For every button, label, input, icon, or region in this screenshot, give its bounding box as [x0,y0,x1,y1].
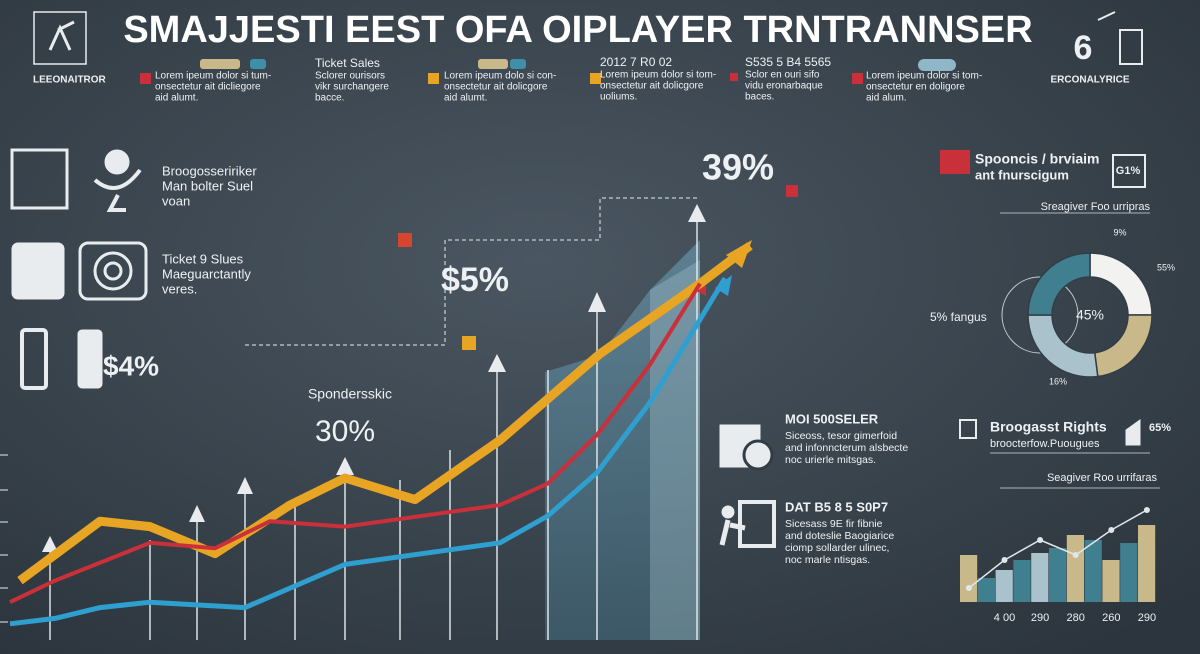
bar [1102,560,1120,602]
x-tick-label: 4 00 [994,612,1015,624]
text-line: Maeguarctantly [162,266,251,281]
bar [1138,525,1156,602]
text-line: and infonncterum alsbecte [785,442,908,454]
text-line: Man bolter Suel [162,178,253,193]
bar [1031,553,1049,602]
heading: Ticket Sales [315,56,380,70]
bar [1120,543,1138,602]
line-series [17,242,753,585]
overlay-point [1072,552,1079,558]
heading: Spooncis / brviaim [975,151,1099,167]
text-line: ant fnurscigum [975,167,1069,182]
text-line: broocterfow.Puougues [990,438,1100,450]
heading: 2012 7 R0 02 [600,55,672,69]
right-number: 6 [1074,29,1093,67]
badge: G1% [1116,165,1141,177]
text-line: Ticket 9 Slues [162,251,244,266]
text-line: and doteslie Baogiarice [785,530,894,542]
annotation: 39% [702,147,774,188]
text-line: vidu eronarbaque [745,81,823,92]
text-line: onsectetur ait dicliegore [155,82,261,93]
title: SMAJJESTI EEST OFA OIPLAYER TRNTRANNSER [123,9,1032,51]
text-line: aid alumt. [155,93,198,104]
text-line: aid alumt. [444,93,487,104]
x-tick-label: 260 [1102,612,1120,624]
pie-annotation: 9% [1113,227,1126,237]
pie-slice [1027,252,1091,316]
text-line: Siceoss, tesor gimerfoid [785,430,897,442]
caption: Seagiver Roo urrifaras [1047,472,1158,484]
text-line: baces. [745,92,774,103]
bar [977,578,995,602]
x-tick-label: 290 [1031,612,1049,624]
text-line: ciomp sollarder ulinec, [785,542,889,554]
text-line: noc urierle mitsgas. [785,454,876,466]
heading: DAT B5 8 5 S0P7 [785,499,888,514]
x-tick-label: 280 [1067,612,1085,624]
text-line: Lorem ipeum dolor si tom- [600,70,716,81]
line-series [9,282,702,605]
badge: 65% [1149,422,1171,434]
line-series [9,276,728,627]
text-line: vikr surchangere [315,82,389,93]
text-line: voan [162,193,190,208]
decor [10,11,1146,548]
text-line: Sclorer ourisors [315,71,385,82]
annotation: $5% [441,261,509,299]
text-line: Lorem ipeum dolor si tum- [155,71,271,82]
pie-annotation: 5% fangus [930,310,987,324]
bar [995,570,1013,602]
text-line: Sicesass 9E fir fibnie [785,518,883,530]
heading: MOI 500SELER [785,411,879,426]
bar [1066,535,1084,602]
pie-annotation: 16% [1049,376,1067,386]
caption: Sreagiver Foo urripras [1041,201,1151,213]
x-tick-label: 290 [1138,612,1156,624]
overlay-point [1108,527,1115,533]
text-line: Lorem ipeum dolo si con- [444,71,556,82]
bar [1013,560,1031,602]
text-line: onsectetur ait dolicgore [600,81,704,92]
right-label: ERCONALYRICE [1050,75,1129,86]
left-label: LEEONAITROR [33,75,107,86]
text-line: aid alum. [866,93,907,104]
text-line: onsectetur en doligore [866,82,965,93]
overlay-point [965,585,972,591]
text-line: uoliums. [600,92,637,103]
overlay-line [968,509,1148,589]
pie-annotation: 45% [1076,307,1104,323]
bar [1084,540,1102,602]
text-line: Sclor en ouri sifo [745,70,820,81]
text-line: onsectetur ait dolicgore [444,82,548,93]
text-line: bacce. [315,93,344,104]
text-line: veres. [162,281,197,296]
annotation: 30% [315,415,375,448]
overlay-point [1001,557,1008,563]
text-line: Broogosseririker [162,163,257,178]
text-line: $4% [103,350,159,381]
heading: S535 5 B4 5565 [745,55,831,69]
heading: Broogasst Rights [990,419,1107,435]
bar [1049,548,1067,602]
annotation: Spondersskic [308,386,392,402]
overlay-point [1143,507,1150,513]
text-line: noc marle ntisgas. [785,554,870,566]
color-chips [140,59,1160,489]
pie-annotation: 55% [1157,262,1175,272]
text-line: Lorem ipeum dolor si tom- [866,71,982,82]
overlay-point [1037,537,1044,543]
bar [960,555,978,602]
